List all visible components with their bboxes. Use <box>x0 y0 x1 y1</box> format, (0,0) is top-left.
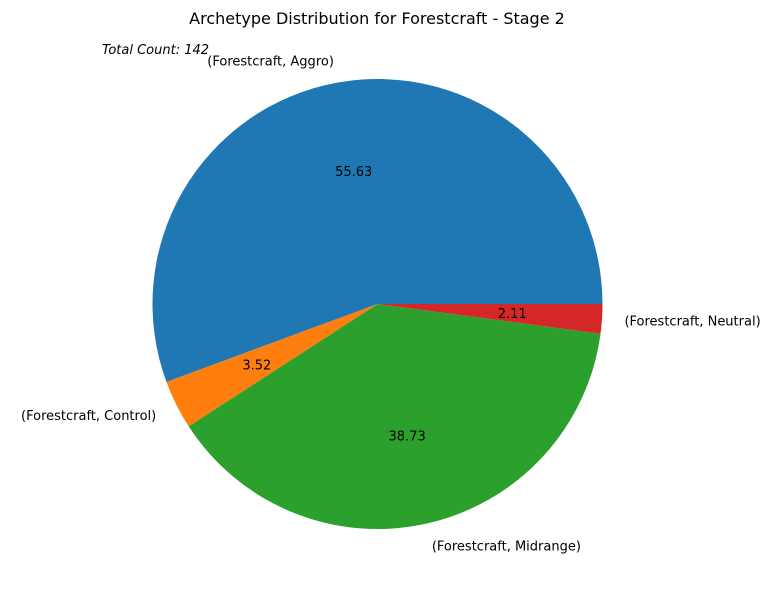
pie-category-label-forestcraft-aggro: (Forestcraft, Aggro) <box>207 54 334 69</box>
pie-slices <box>152 78 603 530</box>
pie-value-label-forestcraft-aggro: 55.63 <box>335 165 372 180</box>
pie-slice-forestcraft-midrange <box>188 304 601 530</box>
total-count-annotation: Total Count: 142 <box>102 43 209 58</box>
pie-slice-forestcraft-neutral <box>377 304 603 334</box>
pie-value-label-forestcraft-control: 3.52 <box>242 358 271 373</box>
pie-category-label-forestcraft-control: (Forestcraft, Control) <box>21 409 156 424</box>
pie-category-label-forestcraft-midrange: (Forestcraft, Midrange) <box>432 539 581 554</box>
pie-category-label-forestcraft-neutral: (Forestcraft, Neutral) <box>624 314 760 329</box>
pie-category-labels: (Forestcraft, Aggro) (Forestcraft, Contro… <box>21 54 761 554</box>
pie-value-label-forestcraft-neutral: 2.11 <box>498 307 527 322</box>
pie-slice-forestcraft-aggro <box>152 78 603 383</box>
chart-title: Archetype Distribution for Forestcraft -… <box>189 9 565 28</box>
pie-value-label-forestcraft-midrange: 38.73 <box>389 430 426 445</box>
pie-slice-forestcraft-control <box>166 304 378 427</box>
pie-value-labels: 55.63 3.52 38.73 2.11 <box>242 165 526 445</box>
